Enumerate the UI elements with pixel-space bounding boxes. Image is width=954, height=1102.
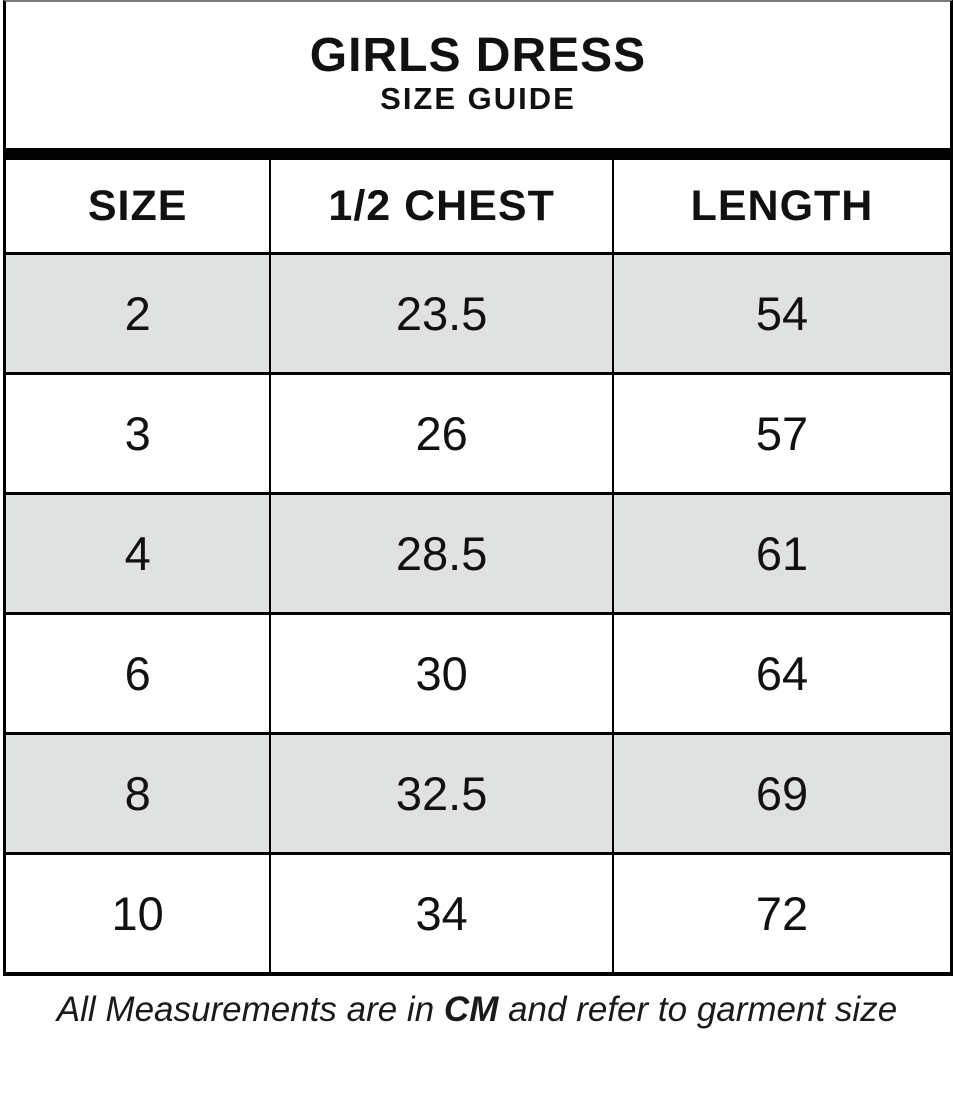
length-cell: 61: [611, 492, 950, 615]
table-row: 10 34 72: [6, 852, 950, 976]
col-header-length: LENGTH: [611, 160, 950, 255]
chest-cell: 32.5: [269, 732, 614, 855]
chest-cell: 23.5: [269, 252, 614, 375]
note-unit: CM: [443, 990, 499, 1029]
size-cell: 4: [6, 492, 272, 615]
table-row: 2 23.5 54: [6, 252, 950, 375]
chest-cell: 26: [269, 372, 614, 495]
page-subtitle: SIZE GUIDE: [380, 81, 576, 116]
length-cell: 64: [611, 612, 950, 735]
length-cell: 69: [611, 732, 950, 855]
length-cell: 54: [611, 252, 950, 375]
size-cell: 6: [6, 612, 272, 735]
table-row: 6 30 64: [6, 612, 950, 735]
size-guide-frame: GIRLS DRESS SIZE GUIDE SIZE 1/2 CHEST LE…: [3, 0, 953, 976]
size-cell: 3: [6, 372, 272, 495]
size-table: SIZE 1/2 CHEST LENGTH 2 23.5 54 3 26 57 …: [6, 160, 950, 976]
size-cell: 10: [6, 852, 272, 976]
note-prefix: All Measurements are in: [56, 990, 435, 1029]
measurement-note: All Measurements are in CM and refer to …: [0, 990, 954, 1030]
chest-cell: 30: [269, 612, 614, 735]
length-cell: 57: [611, 372, 950, 495]
title-block: GIRLS DRESS SIZE GUIDE: [6, 2, 950, 148]
length-cell: 72: [611, 852, 950, 976]
page-title: GIRLS DRESS: [309, 29, 647, 82]
note-suffix: and refer to garment size: [508, 990, 898, 1029]
header-row: SIZE 1/2 CHEST LENGTH: [6, 160, 950, 255]
col-header-half-chest: 1/2 CHEST: [269, 160, 614, 255]
table-row: 8 32.5 69: [6, 732, 950, 855]
table-row: 4 28.5 61: [6, 492, 950, 615]
size-table-body: 2 23.5 54 3 26 57 4 28.5 61 6 30 64: [6, 252, 950, 976]
size-table-header: SIZE 1/2 CHEST LENGTH: [6, 160, 950, 255]
col-header-size: SIZE: [6, 160, 272, 255]
chest-cell: 34: [269, 852, 614, 976]
chest-cell: 28.5: [269, 492, 614, 615]
divider-bar: [6, 148, 950, 160]
table-row: 3 26 57: [6, 372, 950, 495]
size-cell: 2: [6, 252, 272, 375]
size-cell: 8: [6, 732, 272, 855]
